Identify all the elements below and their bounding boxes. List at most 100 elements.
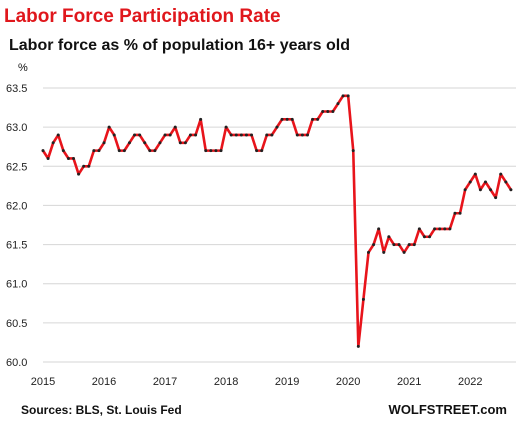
data-point: [92, 149, 96, 153]
y-axis-ticks: 60.0 60.5 61.0 61.5 62.0 62.5 63.0 63.5: [6, 83, 27, 369]
data-point: [163, 133, 167, 137]
data-point: [234, 133, 238, 137]
brand-label: WOLFSTREET.com: [388, 402, 507, 417]
y-tick-label: 63.5: [6, 83, 27, 95]
data-point: [41, 149, 45, 153]
y-tick-label: 60.5: [6, 318, 27, 330]
data-point: [158, 141, 162, 145]
data-point: [341, 94, 345, 98]
data-point: [204, 149, 208, 153]
data-point: [250, 133, 254, 137]
data-point: [433, 227, 437, 231]
data-point: [367, 250, 371, 254]
x-axis-ticks: 2015 2016 2017 2018 2019 2020 2021 2022: [31, 376, 483, 388]
data-point: [66, 156, 70, 160]
y-tick-label: 61.5: [6, 240, 27, 252]
data-point: [468, 180, 472, 184]
data-point: [412, 243, 416, 247]
data-point: [356, 344, 360, 348]
data-point: [178, 141, 182, 145]
data-point: [499, 172, 503, 176]
y-tick-label: 60.0: [6, 357, 27, 369]
data-point: [280, 117, 284, 121]
data-point: [473, 172, 477, 176]
data-point: [372, 243, 376, 247]
data-point: [112, 133, 116, 137]
x-tick-label: 2020: [336, 376, 360, 388]
x-tick-label: 2018: [214, 376, 238, 388]
x-tick-label: 2022: [458, 376, 482, 388]
data-point: [244, 133, 248, 137]
data-point: [494, 196, 498, 200]
data-point: [504, 180, 508, 184]
data-point: [51, 141, 55, 145]
x-tick-label: 2019: [275, 376, 299, 388]
data-point: [133, 133, 137, 137]
data-point: [305, 133, 309, 137]
gridlines: [43, 87, 516, 363]
data-point: [209, 149, 213, 153]
data-point: [428, 235, 432, 239]
data-point: [72, 156, 76, 160]
data-point: [300, 133, 304, 137]
data-point: [188, 133, 192, 137]
chart-title: Labor Force Participation Rate: [4, 6, 281, 27]
data-point: [61, 149, 65, 153]
data-point: [270, 133, 274, 137]
data-point: [219, 149, 223, 153]
data-point: [87, 164, 91, 168]
data-point: [275, 125, 279, 129]
data-point: [311, 117, 315, 121]
data-point: [361, 297, 365, 301]
data-point: [438, 227, 442, 231]
series-group: [41, 94, 513, 348]
data-point: [458, 211, 462, 215]
data-point: [148, 149, 152, 153]
data-point: [173, 125, 177, 129]
data-point: [143, 141, 147, 145]
data-point: [290, 117, 294, 121]
data-point: [392, 243, 396, 247]
y-axis-unit: %: [18, 62, 28, 74]
data-point: [199, 117, 203, 121]
data-point: [489, 188, 493, 192]
data-point: [183, 141, 187, 145]
data-point: [321, 109, 325, 113]
data-point: [214, 149, 218, 153]
data-point: [453, 211, 457, 215]
x-tick-label: 2016: [92, 376, 116, 388]
data-point: [46, 156, 50, 160]
data-point: [478, 188, 482, 192]
data-points: [41, 94, 513, 348]
data-point: [77, 172, 81, 176]
data-point: [417, 227, 421, 231]
x-tick-label: 2021: [397, 376, 421, 388]
data-point: [285, 117, 289, 121]
data-point: [229, 133, 233, 137]
data-point: [377, 227, 381, 231]
y-tick-label: 62.5: [6, 161, 27, 173]
source-note: Sources: BLS, St. Louis Fed: [21, 403, 182, 417]
data-point: [107, 125, 111, 129]
data-point: [422, 235, 426, 239]
data-point: [382, 250, 386, 254]
data-point: [326, 109, 330, 113]
data-point: [387, 235, 391, 239]
data-point: [443, 227, 447, 231]
x-tick-label: 2017: [153, 376, 177, 388]
chart-subtitle: Labor force as % of population 16+ years…: [9, 37, 350, 54]
data-point: [265, 133, 269, 137]
data-point: [407, 243, 411, 247]
data-point: [122, 149, 126, 153]
data-point: [56, 133, 60, 137]
data-point: [82, 164, 86, 168]
y-tick-label: 62.0: [6, 200, 27, 212]
data-point: [397, 243, 401, 247]
data-point: [153, 149, 157, 153]
data-point: [316, 117, 320, 121]
data-point: [127, 141, 131, 145]
data-point: [224, 125, 228, 129]
data-point: [331, 109, 335, 113]
data-point: [509, 188, 513, 192]
